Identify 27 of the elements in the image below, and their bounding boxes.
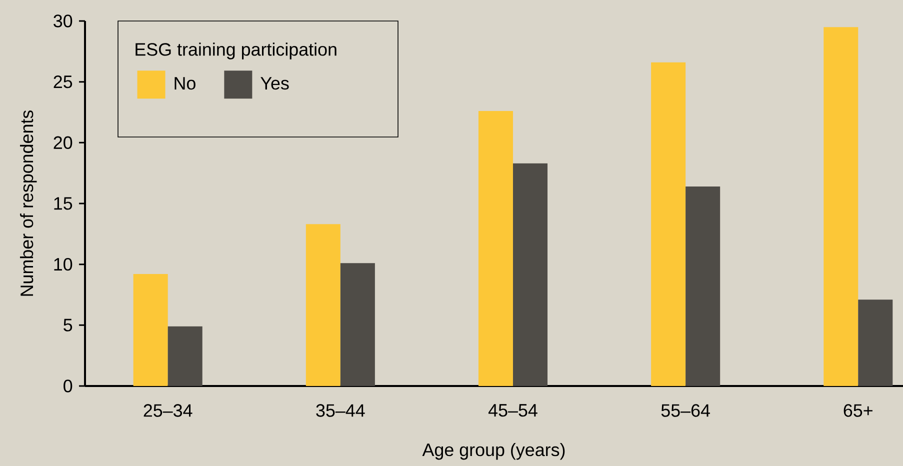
bar [858,300,893,386]
y-tick-label: 10 [54,258,72,271]
legend-label: No [174,77,196,90]
bar [306,224,340,386]
x-axis-title: Age group (years) [422,443,565,460]
x-tick-label: 25–34 [144,404,192,417]
x-tick-label: 65+ [844,404,872,417]
bar [824,27,858,386]
y-tick-label: 5 [64,318,72,332]
y-tick-label: 20 [54,136,72,149]
y-tick-label: 30 [54,14,72,28]
y-tick-label: 0 [64,380,72,392]
x-tick-label: 55–64 [661,404,710,417]
legend-title: ESG training participation [136,42,336,60]
bar [686,186,720,386]
bar [651,62,686,386]
bar [512,163,548,386]
x-tick-label: 45–54 [488,404,538,417]
x-tick-label: 35–44 [316,404,365,417]
bar [478,111,513,386]
y-tick-label: 25 [54,75,72,88]
bar [168,326,202,386]
bar [340,263,375,386]
bar [133,274,168,386]
y-axis-title: Number of respondents [20,110,37,296]
legend-label: Yes [260,77,289,90]
y-tick-label: 15 [54,197,72,210]
